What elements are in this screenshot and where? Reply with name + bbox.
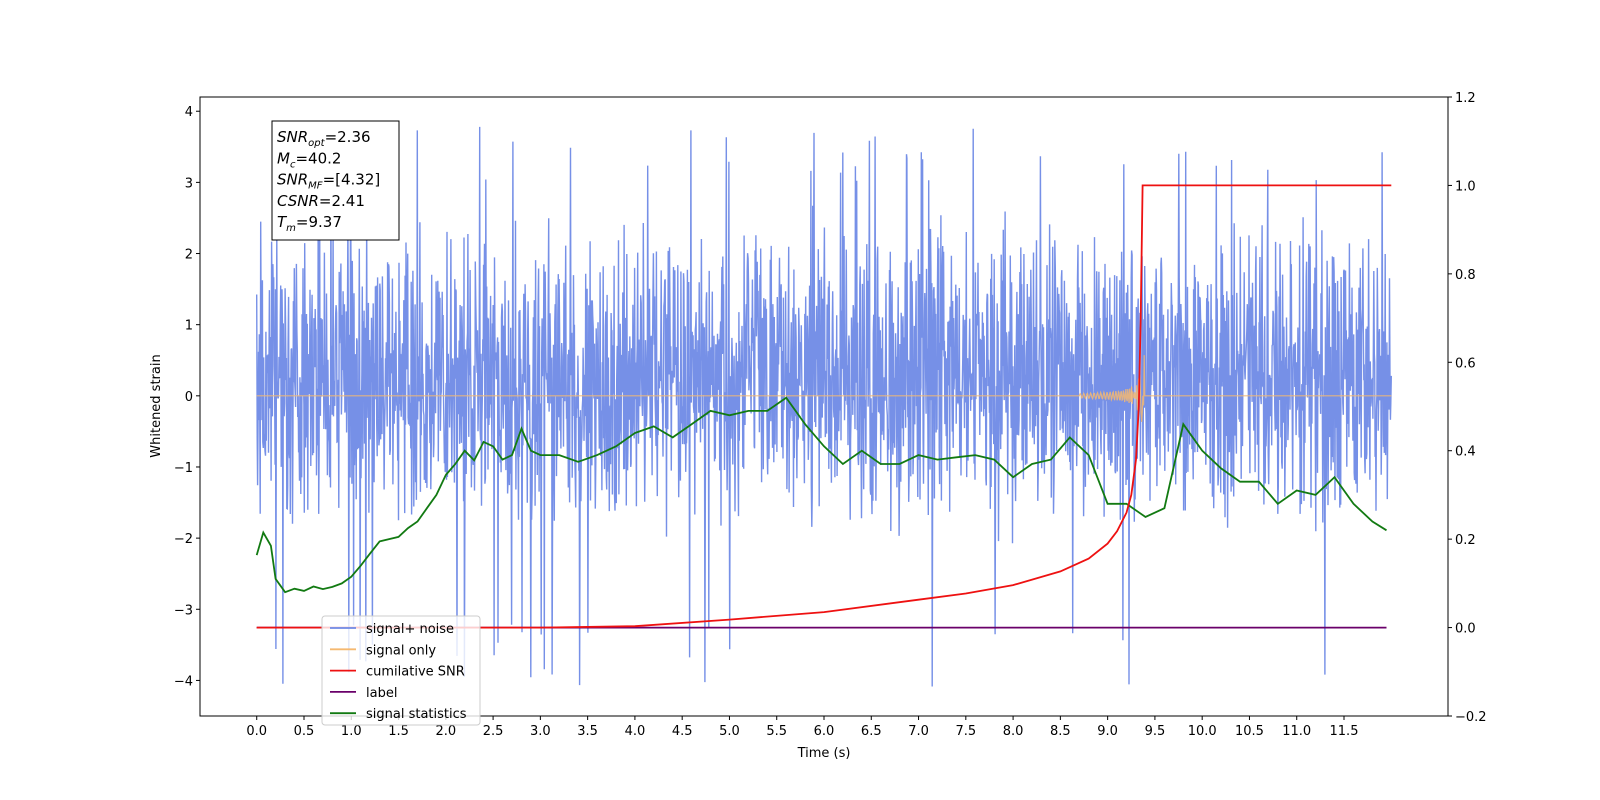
annotation-box bbox=[271, 120, 400, 241]
x-tick-label: 11.0 bbox=[1282, 724, 1311, 739]
legend-label: signal+ noise bbox=[366, 622, 454, 637]
annotation-line: SNRopt=2.36 bbox=[277, 128, 371, 149]
y2-tick-label: 0.2 bbox=[1455, 533, 1476, 548]
x-tick-label: 9.5 bbox=[1145, 724, 1166, 739]
y2-tick-label: 1.2 bbox=[1455, 91, 1476, 106]
annotation-line: Tm=9.37 bbox=[277, 213, 342, 234]
y-tick-label: −1 bbox=[174, 461, 193, 476]
y2-tick-label: 1.0 bbox=[1455, 179, 1476, 194]
y-axis-label: Whitened strain bbox=[149, 354, 164, 457]
x-tick-label: 0.5 bbox=[294, 724, 315, 739]
y-tick-label: 1 bbox=[185, 319, 193, 334]
y-tick-label: 3 bbox=[185, 176, 193, 191]
y2-tick-label: 0.4 bbox=[1455, 445, 1476, 460]
y-tick-label: −3 bbox=[174, 603, 193, 618]
legend-box bbox=[321, 615, 481, 726]
y2-tick-label: 0.8 bbox=[1455, 268, 1476, 283]
y2-tick-label: 0.0 bbox=[1455, 622, 1476, 637]
x-tick-label: 6.0 bbox=[814, 724, 835, 739]
annotation-line: CSNR=2.41 bbox=[277, 192, 365, 210]
y-tick-label: 2 bbox=[185, 248, 193, 263]
x-tick-label: 7.5 bbox=[955, 724, 976, 739]
y-tick-label: 4 bbox=[185, 105, 193, 120]
x-tick-label: 2.0 bbox=[435, 724, 456, 739]
x-tick-label: 1.0 bbox=[341, 724, 362, 739]
x-tick-label: 4.0 bbox=[625, 724, 646, 739]
x-tick-label: 9.0 bbox=[1097, 724, 1118, 739]
annotation-line: SNRMF=[4.32] bbox=[277, 171, 380, 192]
x-tick-label: 5.0 bbox=[719, 724, 740, 739]
x-tick-label: 1.5 bbox=[388, 724, 409, 739]
series-signal-only-line bbox=[256, 355, 1392, 422]
x-tick-label: 3.5 bbox=[577, 724, 598, 739]
x-tick-label: 3.0 bbox=[530, 724, 551, 739]
y2-tick-label: −0.2 bbox=[1455, 710, 1487, 725]
x-tick-label: 6.5 bbox=[861, 724, 882, 739]
y-tick-label: −2 bbox=[174, 532, 193, 547]
legend-label: signal only bbox=[366, 643, 436, 658]
series-signal-noise-line bbox=[256, 126, 1392, 687]
x-tick-label: 11.5 bbox=[1330, 724, 1359, 739]
annotation-line: Mc=40.2 bbox=[277, 149, 341, 170]
x-tick-label: 8.5 bbox=[1050, 724, 1071, 739]
x-tick-label: 10.0 bbox=[1188, 724, 1217, 739]
x-tick-label: 2.5 bbox=[483, 724, 504, 739]
legend-label: label bbox=[366, 686, 397, 701]
x-tick-label: 10.5 bbox=[1235, 724, 1264, 739]
x-tick-label: 4.5 bbox=[672, 724, 693, 739]
y-tick-label: −4 bbox=[174, 674, 193, 689]
y-tick-label: 0 bbox=[185, 390, 193, 405]
x-tick-label: 7.0 bbox=[908, 724, 929, 739]
x-tick-label: 5.5 bbox=[766, 724, 787, 739]
legend-label: cumilative SNR bbox=[366, 665, 465, 680]
y2-tick-label: 0.6 bbox=[1455, 356, 1476, 371]
x-tick-label: 8.0 bbox=[1003, 724, 1024, 739]
series-signal-statistics-line bbox=[255, 396, 1387, 594]
series-cumulative-snr-line bbox=[256, 184, 1392, 629]
x-axis-label: Time (s) bbox=[797, 746, 851, 761]
x-tick-label: 0.0 bbox=[246, 724, 267, 739]
legend-label: signal statistics bbox=[366, 707, 467, 722]
